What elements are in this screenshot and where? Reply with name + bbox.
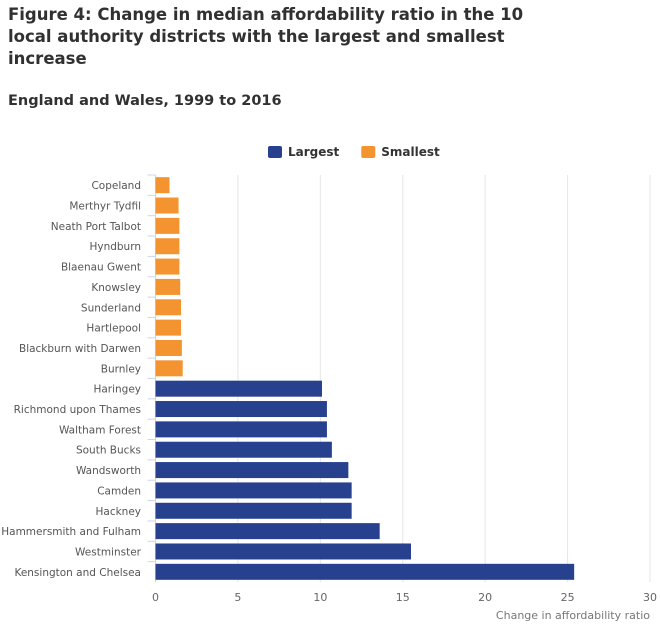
bar-smallest[interactable] xyxy=(155,217,180,234)
chart-subtitle: England and Wales, 1999 to 2016 xyxy=(8,93,282,109)
y-category-label: South Bucks xyxy=(76,445,141,457)
x-tick-label: 30 xyxy=(643,591,657,604)
bar-smallest[interactable] xyxy=(155,299,182,316)
y-category-label: Burnley xyxy=(101,363,141,375)
y-category-label: Sunderland xyxy=(81,302,141,314)
y-category-label: Hammersmith and Fulham xyxy=(1,526,141,538)
y-category-label: Copeland xyxy=(91,180,141,192)
y-category-label: Richmond upon Thames xyxy=(14,404,141,416)
y-category-label: Westminster xyxy=(75,546,142,558)
y-category-label: Haringey xyxy=(93,384,141,396)
bar-largest[interactable] xyxy=(155,482,352,499)
bar-largest[interactable] xyxy=(155,441,332,458)
bar-smallest[interactable] xyxy=(155,258,180,275)
bar-smallest[interactable] xyxy=(155,319,182,336)
bar-largest[interactable] xyxy=(155,523,380,540)
x-tick-label: 5 xyxy=(234,591,241,604)
x-tick-label: 10 xyxy=(313,591,327,604)
bar-smallest[interactable] xyxy=(155,360,183,377)
y-category-label: Wandsworth xyxy=(76,465,141,477)
y-category-label: Hackney xyxy=(95,506,141,518)
y-category-label: Knowsley xyxy=(91,282,141,294)
legend-swatch[interactable] xyxy=(268,146,282,158)
y-category-label: Neath Port Talbot xyxy=(51,221,141,233)
x-axis-label: Change in affordability ratio xyxy=(496,609,650,622)
y-category-label: Merthyr Tydfil xyxy=(69,201,141,213)
bar-smallest[interactable] xyxy=(155,278,181,295)
y-category-label: Waltham Forest xyxy=(59,424,141,436)
y-category-label: Hyndburn xyxy=(89,241,141,253)
bar-largest[interactable] xyxy=(155,502,352,519)
y-category-label: Kensington and Chelsea xyxy=(14,567,141,579)
bar-smallest[interactable] xyxy=(155,238,180,255)
y-category-label: Hartlepool xyxy=(86,323,141,335)
bar-largest[interactable] xyxy=(155,401,327,418)
bar-largest[interactable] xyxy=(155,421,327,438)
bar-largest[interactable] xyxy=(155,462,349,479)
bar-smallest[interactable] xyxy=(155,177,170,194)
x-tick-label: 25 xyxy=(561,591,575,604)
legend-label[interactable]: Largest xyxy=(288,145,340,159)
bar-largest[interactable] xyxy=(155,563,575,580)
y-category-label: Blackburn with Darwen xyxy=(19,343,141,355)
legend-label[interactable]: Smallest xyxy=(381,145,440,159)
bar-smallest[interactable] xyxy=(155,339,182,356)
y-category-label: Camden xyxy=(97,485,141,497)
chart-title: Figure 4: Change in median affordability… xyxy=(8,5,524,68)
x-tick-label: 15 xyxy=(396,591,410,604)
x-tick-label: 20 xyxy=(478,591,492,604)
x-tick-label: 0 xyxy=(152,591,159,604)
legend-swatch[interactable] xyxy=(361,146,376,158)
bar-largest[interactable] xyxy=(155,543,411,560)
bar-largest[interactable] xyxy=(155,380,322,397)
y-category-label: Blaenau Gwent xyxy=(61,262,141,274)
bar-smallest[interactable] xyxy=(155,197,179,214)
